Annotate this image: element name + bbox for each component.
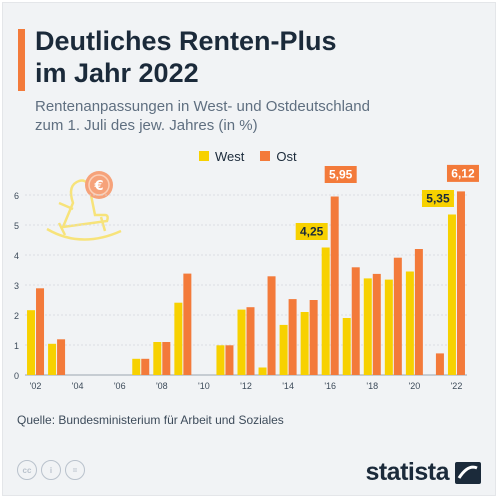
bar-ost-2017 (351, 267, 360, 375)
svg-text:4,25: 4,25 (300, 225, 324, 239)
bar-west-2008 (153, 342, 162, 375)
title-line-1: Deutliches Renten-Plus (35, 26, 337, 56)
legend-swatch-ost (260, 151, 271, 161)
bar-west-2009 (174, 302, 183, 375)
svg-text:6,12: 6,12 (451, 166, 475, 180)
bar-west-2020 (405, 271, 414, 375)
x-tick-label: '14 (282, 381, 294, 391)
data-label-west-2016: 4,25 (295, 223, 328, 240)
bar-ost-2003 (57, 339, 66, 375)
bar-ost-2020 (414, 249, 423, 375)
chart-legend: West Ost (199, 148, 297, 164)
y-tick-label: 6 (14, 191, 19, 201)
bar-ost-2014 (288, 299, 297, 375)
bar-ost-2016 (330, 196, 339, 375)
bar-west-2011 (216, 345, 225, 375)
page-title: Deutliches Renten-Plus im Jahr 2022 (35, 25, 475, 89)
page-subtitle: Rentenanpassungen in West- und Ostdeutsc… (35, 97, 475, 135)
bar-west-2007 (132, 358, 141, 375)
bar-ost-2019 (393, 257, 402, 375)
bar-ost-2009 (183, 273, 192, 375)
bar-chart: € 0 1 2 3 4 5 6 '02 '04 '06 '08 '10 '12 '14 '16 '18 '20… (14, 164, 479, 391)
subtitle-line-2: zum 1. Juli des jew. Jahres (in %) (35, 117, 258, 134)
x-tick-label: '20 (409, 381, 421, 391)
bar-west-2016 (321, 247, 330, 375)
bar-west-2022 (447, 214, 456, 375)
x-tick-label: '06 (114, 381, 126, 391)
by-icon[interactable]: i (41, 460, 61, 480)
bar-west-2019 (384, 279, 393, 375)
subtitle-line-1: Rentenanpassungen in West- und Ostdeutsc… (35, 98, 370, 115)
bar-ost-2022 (456, 191, 465, 375)
y-tick-label: 1 (14, 341, 19, 351)
data-label-west-2022: 5,35 (421, 190, 454, 207)
x-tick-label: '04 (72, 381, 84, 391)
y-tick-label: 3 (14, 281, 19, 291)
legend-label-ost: Ost (276, 148, 297, 164)
bar-west-2002 (27, 310, 36, 375)
svg-text:5,35: 5,35 (426, 192, 450, 206)
source-note: Quelle: Bundesministerium für Arbeit und… (17, 413, 284, 427)
title-line-2: im Jahr 2022 (35, 58, 199, 88)
bar-west-2018 (363, 278, 372, 375)
nd-icon[interactable]: = (65, 460, 85, 480)
bar-ost-2008 (162, 342, 171, 375)
legend-item-west: West (199, 149, 244, 164)
bar-ost-2012 (246, 307, 255, 375)
bar-west-2003 (48, 343, 57, 375)
statista-brand[interactable]: statista (365, 458, 481, 487)
bar-ost-2018 (372, 273, 381, 375)
y-tick-label: 0 (14, 371, 19, 381)
legend-swatch-west (199, 151, 209, 161)
bar-ost-2007 (141, 358, 150, 375)
data-label-ost-2022: 6,12 (446, 164, 479, 182)
bar-ost-2002 (36, 288, 45, 375)
brand-name: statista (365, 458, 449, 486)
x-tick-label: '22 (451, 381, 463, 391)
bar-west-2012 (237, 309, 246, 375)
cc-icon[interactable]: cc (17, 460, 37, 480)
y-tick-label: 2 (14, 311, 19, 321)
bar-ost-2015 (309, 300, 318, 375)
x-tick-label: '12 (240, 381, 252, 391)
data-label-ost-2016: 5,95 (324, 166, 357, 183)
bar-ost-2011 (225, 345, 234, 375)
bar-ost-2021 (435, 353, 444, 375)
bar-west-2013 (258, 367, 267, 375)
y-tick-label: 5 (14, 221, 19, 231)
x-tick-label: '16 (324, 381, 336, 391)
bar-ost-2013 (267, 276, 276, 375)
svg-text:€: € (93, 179, 103, 194)
svg-text:5,95: 5,95 (329, 168, 353, 182)
y-tick-label: 4 (14, 251, 19, 261)
title-accent-bar (18, 29, 25, 91)
bar-west-2014 (279, 324, 288, 375)
x-tick-label: '10 (198, 381, 210, 391)
license-icons: cc i = (17, 460, 85, 480)
x-tick-label: '02 (30, 381, 42, 391)
legend-item-ost: Ost (260, 148, 297, 164)
statista-logo-icon (455, 461, 481, 484)
bar-west-2015 (300, 312, 309, 375)
bar-west-2017 (342, 318, 351, 375)
x-tick-label: '18 (366, 381, 378, 391)
legend-label-west: West (215, 148, 245, 164)
x-tick-label: '08 (156, 381, 168, 391)
